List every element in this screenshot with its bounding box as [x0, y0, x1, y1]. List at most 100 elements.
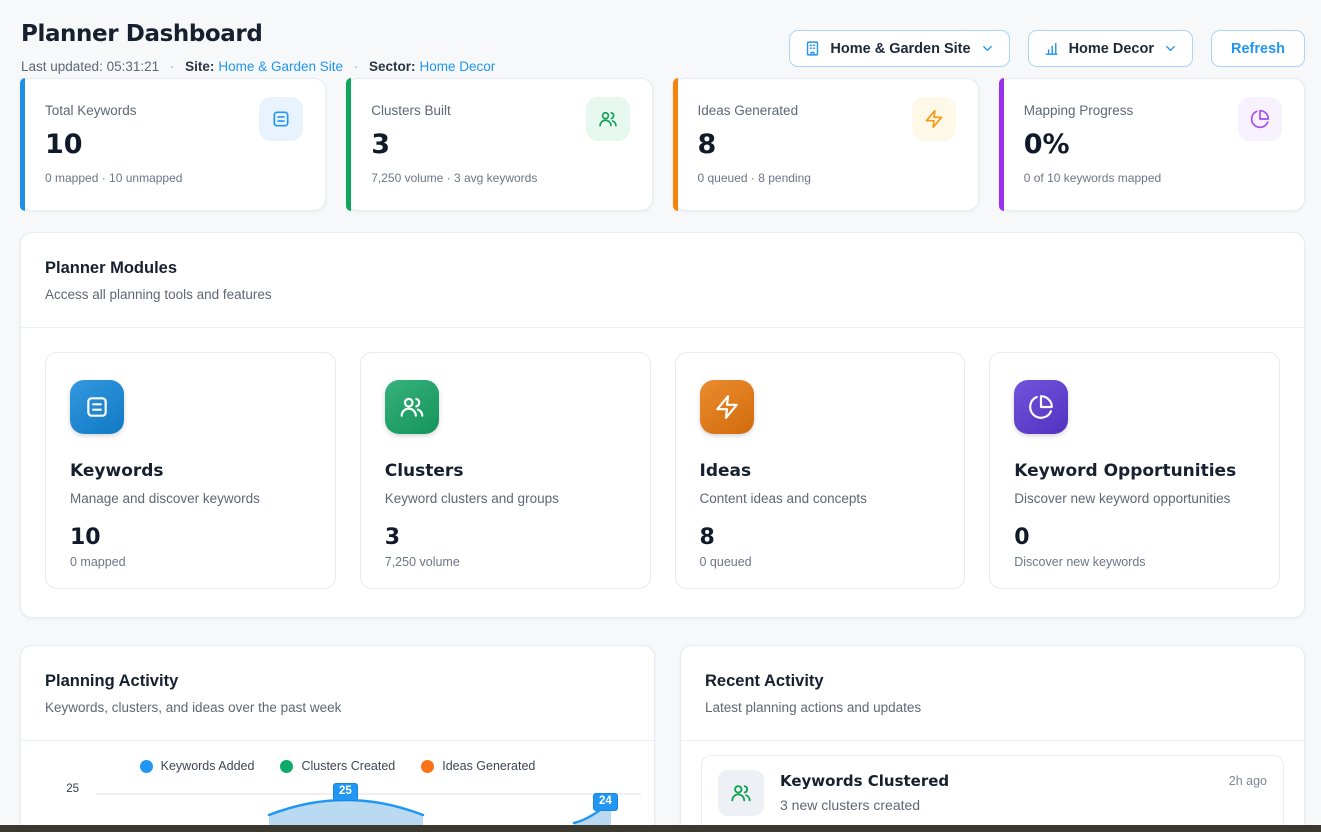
legend-dot: [280, 759, 294, 773]
module-card-ideas[interactable]: Ideas Content ideas and concepts 8 0 que…: [674, 352, 966, 589]
y-axis-tick-25: 25: [66, 783, 79, 795]
data-point-label: 25: [333, 783, 358, 801]
stat-caption: 7,250 volume · 3 avg keywords: [371, 171, 538, 185]
modules-section-subtitle: Access all planning tools and features: [45, 287, 272, 302]
stat-label: Mapping Progress: [1023, 103, 1134, 118]
stat-value: 10: [45, 129, 83, 160]
sector-label: Sector:: [369, 59, 416, 74]
planning-activity-card: Planning Activity Keywords, clusters, an…: [20, 645, 655, 832]
pie-chart-icon: [1014, 380, 1069, 434]
module-card-clusters[interactable]: Clusters Keyword clusters and groups 3 7…: [359, 352, 651, 589]
activity-item-keywords-clustered: Keywords Clustered 3 new clusters create…: [701, 755, 1284, 832]
stat-caption: 0 of 10 keywords mapped: [1023, 171, 1162, 185]
stat-card-ideas-generated: Ideas Generated 8 0 queued · 8 pending: [672, 78, 979, 211]
last-updated-text: Last updated: 05:31:21: [21, 59, 160, 74]
module-value: 3: [384, 525, 401, 550]
stat-value: 8: [697, 129, 717, 160]
module-title: Ideas: [699, 461, 752, 481]
sector-selector-dropdown[interactable]: Home Decor: [1027, 30, 1193, 67]
stat-card-total-keywords: Total Keywords 10 0 mapped · 10 unmapped: [20, 78, 327, 211]
modules-grid: Keywords Manage and discover keywords 10…: [21, 328, 1304, 613]
users-icon: [585, 97, 630, 141]
meta-separator: ·: [353, 59, 359, 74]
module-description: Manage and discover keywords: [70, 491, 260, 506]
planning-activity-subtitle: Keywords, clusters, and ideas over the p…: [45, 700, 342, 715]
bolt-icon: [911, 97, 956, 141]
legend-label: Ideas Generated: [442, 759, 536, 773]
modules-section-title: Planner Modules: [45, 259, 178, 277]
accent-bar: [346, 78, 352, 211]
stat-card-clusters-built: Clusters Built 3 7,250 volume · 3 avg ke…: [346, 78, 653, 211]
site-link[interactable]: Home & Garden Site: [218, 59, 343, 74]
legend-dot: [139, 759, 153, 773]
pie-chart-icon-glyph: [1250, 109, 1270, 129]
stat-label: Ideas Generated: [697, 103, 799, 118]
document-icon-glyph: [271, 109, 291, 129]
module-title: Keywords: [70, 461, 164, 481]
users-icon: [718, 770, 764, 816]
document-icon: [259, 97, 304, 141]
page-title: Planner Dashboard: [21, 21, 263, 47]
stat-value: 0%: [1023, 129, 1070, 160]
module-value: 8: [699, 525, 715, 550]
module-description: Keyword clusters and groups: [384, 491, 559, 506]
activity-item-body: Keywords Clustered 3 new clusters create…: [780, 770, 949, 813]
stat-value: 3: [371, 129, 391, 160]
stats-row: Total Keywords 10 0 mapped · 10 unmapped…: [20, 78, 1305, 211]
module-value: 0: [1014, 525, 1030, 550]
users-icon: [384, 380, 439, 434]
stat-card-mapping-progress: Mapping Progress 0% 0 of 10 keywords map…: [998, 78, 1305, 211]
module-caption: Discover new keywords: [1014, 555, 1146, 569]
document-icon: [70, 380, 124, 434]
module-title: Clusters: [384, 461, 464, 481]
site-label: Site:: [185, 59, 215, 74]
data-point-label: 24: [593, 793, 618, 811]
building-icon: [804, 40, 821, 57]
legend-label: Clusters Created: [301, 759, 396, 773]
chevron-down-icon: [980, 41, 995, 56]
bolt-icon-glyph: [924, 109, 944, 129]
sector-link[interactable]: Home Decor: [419, 59, 496, 74]
planning-activity-title: Planning Activity: [45, 672, 179, 690]
legend-item-clusters-created[interactable]: Clusters Created: [280, 759, 395, 773]
accent-bar: [20, 78, 25, 211]
accent-bar: [672, 78, 678, 211]
pie-chart-icon: [1238, 97, 1282, 141]
site-selector-dropdown[interactable]: Home & Garden Site: [789, 30, 1010, 67]
legend-item-keywords-added[interactable]: Keywords Added: [139, 759, 254, 773]
module-caption: 0 queued: [699, 555, 752, 569]
meta-separator: ·: [169, 59, 175, 74]
recent-activity-head: Recent Activity Latest planning actions …: [681, 646, 1304, 741]
bolt-icon: [699, 380, 754, 434]
site-selector-value: Home & Garden Site: [830, 40, 971, 57]
planner-modules-card: Planner Modules Access all planning tool…: [20, 232, 1305, 618]
modules-section-head: Planner Modules Access all planning tool…: [21, 233, 1304, 328]
planning-activity-chart: 25 25 24: [21, 773, 654, 832]
activity-item-description: 3 new clusters created: [780, 797, 921, 813]
recent-activity-card: Recent Activity Latest planning actions …: [680, 645, 1305, 832]
stat-label: Total Keywords: [45, 103, 137, 118]
module-card-keywords[interactable]: Keywords Manage and discover keywords 10…: [45, 352, 336, 589]
stat-caption: 0 mapped · 10 unmapped: [45, 171, 183, 185]
planning-activity-head: Planning Activity Keywords, clusters, an…: [21, 646, 654, 741]
recent-activity-title: Recent Activity: [705, 672, 824, 690]
users-icon-glyph: [598, 109, 618, 129]
stat-caption: 0 queued · 8 pending: [697, 171, 811, 185]
activity-item-title: Keywords Clustered: [780, 772, 950, 790]
activity-item-time: 2h ago: [1228, 774, 1267, 788]
module-description: Discover new keyword opportunities: [1014, 491, 1231, 506]
module-caption: 7,250 volume: [384, 555, 460, 569]
sector-selector-value: Home Decor: [1068, 40, 1154, 57]
area-chart-canvas: [96, 793, 641, 832]
refresh-button[interactable]: Refresh: [1211, 30, 1305, 67]
recent-activity-subtitle: Latest planning actions and updates: [705, 700, 922, 715]
legend-dot: [421, 759, 435, 773]
module-description: Content ideas and concepts: [699, 491, 867, 506]
bar-chart-icon: [1043, 40, 1060, 57]
accent-bar: [998, 78, 1004, 211]
bottom-screen-edge-bar: [0, 825, 1321, 832]
chart-legend: Keywords Added Clusters Created Ideas Ge…: [21, 759, 654, 773]
legend-item-ideas-generated[interactable]: Ideas Generated: [421, 759, 535, 773]
module-card-keyword-opportunities[interactable]: Keyword Opportunities Discover new keywo…: [989, 352, 1280, 589]
